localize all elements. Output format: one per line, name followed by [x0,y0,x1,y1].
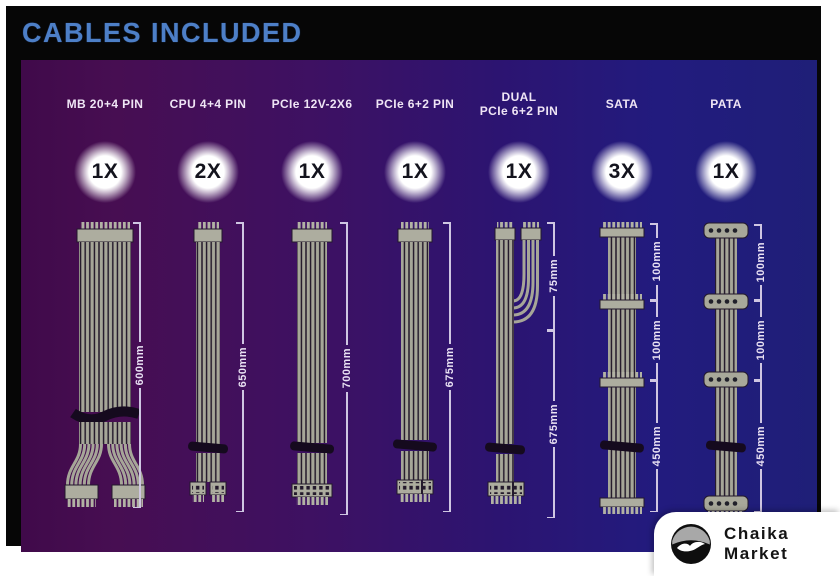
measurement-label: 100mm [755,319,767,361]
cable-column-mb: MB 20+4 PIN 1X 600mm [53,86,157,538]
cable-label-line2: PCIe 6+2 PIN [479,104,559,118]
measurement-bracket: 75mm 675mm [467,86,571,538]
watermark-text: Chaika Market [724,524,789,564]
measurement-segment: 450mm [650,380,664,513]
measurement-label: 100mm [651,319,663,361]
measurement-segment: 600mm [133,222,147,509]
measurement-bracket: 675mm [363,86,467,538]
pata-cable-graphic [703,222,749,517]
quantity-badge: 1X [281,141,343,203]
measurement-segment: 700mm [340,222,354,516]
measurement-segment: 100mm [754,224,768,301]
cable-label: CPU 4+4 PIN [144,86,272,122]
cable-label-line1: PCIe 6+2 PIN [375,96,455,111]
cable-label: MB 20+4 PIN [41,86,169,122]
measurement-bracket: 700mm [260,86,364,538]
measurement-label: 600mm [134,344,146,386]
measurement-label: 100mm [755,241,767,283]
seagull-logo-icon [671,524,711,564]
measurement-label: 75mm [548,259,560,293]
measurement-label: 675mm [548,403,560,445]
cable-label-line1: MB 20+4 PIN [66,96,144,111]
quantity-badge: 2X [177,141,239,203]
cable-column-cpu: CPU 4+4 PIN 2X 650mm [156,86,260,538]
measurement-label: 700mm [341,348,353,389]
cable-label: PCIe 6+2 PIN [351,86,479,122]
measurement-bracket: 600mm [53,86,157,538]
quantity-badge: 1X [695,141,757,203]
cable-label-line1: SATA [605,96,639,111]
measurement-label: 450mm [651,425,663,467]
pcie-6-2-cable-graphic [392,222,437,502]
measurement-segment: 450mm [754,380,768,513]
cable-label-line1: CPU 4+4 PIN [169,96,247,111]
measurement-segment: 75mm [547,222,561,331]
sata-cable-graphic [599,222,645,514]
cable-column-dual-pcie62: DUAL PCIe 6+2 PIN 1X 75mm 675mm [467,86,571,538]
quantity-badge: 1X [488,141,550,203]
measurement-bracket: 100mm 100mm 450mm [674,86,778,538]
measurement-label: 100mm [651,241,663,282]
measurement-segment: 100mm [650,300,664,381]
cable-column-pcie12v2x6: PCIe 12V-2X6 1X 700mm [260,86,364,538]
cable-label-line1: PCIe 12V-2X6 [271,96,353,111]
quantity-badge: 1X [74,141,136,203]
cable-label: PCIe 12V-2X6 [248,86,376,122]
measurement-bracket: 650mm [156,86,260,538]
measurement-segment: 100mm [754,300,768,381]
cable-column-sata: SATA 3X 100mm 100mm 450mm [570,86,674,538]
cable-label: SATA [558,86,686,122]
measurement-segment: 100mm [650,223,664,301]
mb-20-4-cable-graphic [64,222,146,507]
watermark-card: Chaika Market [654,512,840,576]
quantity-badge: 1X [384,141,446,203]
measurement-label: 650mm [237,346,249,388]
measurement-segment: 650mm [236,222,250,513]
cable-column-pata: PATA 1X 100mm 100mm 450mm [674,86,778,538]
dual-pcie-6-2-cable-graphic [485,222,542,504]
watermark-line2: Market [724,544,789,563]
page-title: CABLES INCLUDED [22,17,303,49]
cable-label-line1: DUAL [501,89,537,104]
watermark-line1: Chaika [724,523,790,543]
measurement-label: 675mm [444,346,456,388]
cable-label-line1: PATA [710,96,742,111]
pcie-12v-2x6-cable-graphic [290,222,335,505]
measurement-bracket: 100mm 100mm 450mm [570,86,674,538]
measurement-label: 450mm [755,425,767,467]
cpu-4-4-cable-graphic [188,222,229,502]
cable-label: DUAL PCIe 6+2 PIN [455,86,583,122]
cable-label: PATA [662,86,790,122]
measurement-segment: 675mm [547,330,561,519]
quantity-badge: 3X [591,141,653,203]
cable-column-pcie62: PCIe 6+2 PIN 1X 675mm [363,86,467,538]
measurement-segment: 675mm [443,222,457,513]
